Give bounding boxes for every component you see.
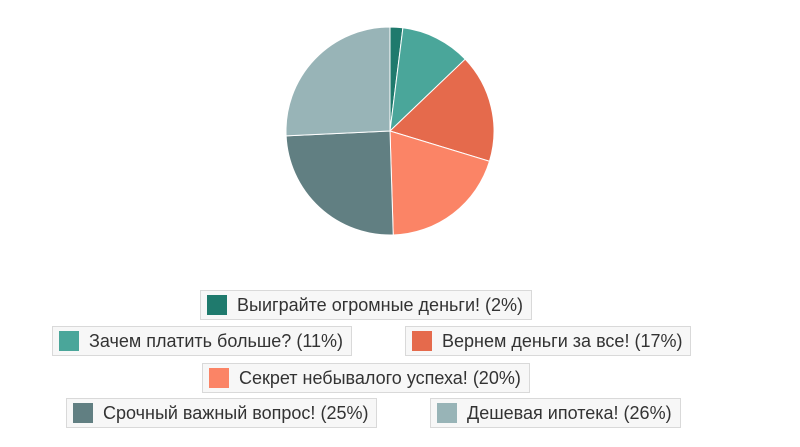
- legend-item-2[interactable]: Зачем платить больше? (11%): [52, 326, 353, 356]
- legend-swatch-3: [412, 331, 432, 351]
- legend-item-4[interactable]: Секрет небывалого успеха! (20%): [202, 363, 530, 393]
- pie-slice-3[interactable]: [389, 58, 495, 162]
- pie-slice-4[interactable]: [389, 130, 491, 236]
- legend-swatch-6: [437, 403, 457, 423]
- legend-label-2: Зачем платить больше? (11%): [89, 331, 344, 351]
- legend-item-5[interactable]: Срочный важный вопрос! (25%): [66, 398, 378, 428]
- legend-swatch-2: [59, 331, 79, 351]
- pie-slice-2[interactable]: [389, 27, 466, 133]
- legend-swatch-4: [209, 368, 229, 388]
- pie-slice-6[interactable]: [285, 26, 391, 137]
- legend-item-1[interactable]: Выиграйте огромные деньги! (2%): [200, 290, 533, 320]
- legend-swatch-5: [73, 403, 93, 423]
- pie-slice-5[interactable]: [285, 130, 394, 236]
- legend-label-3: Вернем деньги за все! (17%): [442, 331, 683, 351]
- legend-label-6: Дешевая ипотека! (26%): [467, 403, 672, 423]
- legend-label-1: Выиграйте огромные деньги! (2%): [237, 295, 524, 315]
- legend-label-5: Срочный важный вопрос! (25%): [103, 403, 369, 423]
- legend-item-6[interactable]: Дешевая ипотека! (26%): [430, 398, 681, 428]
- legend-label-4: Секрет небывалого успеха! (20%): [239, 368, 521, 388]
- legend-item-3[interactable]: Вернем деньги за все! (17%): [405, 326, 692, 356]
- legend-swatch-1: [207, 295, 227, 315]
